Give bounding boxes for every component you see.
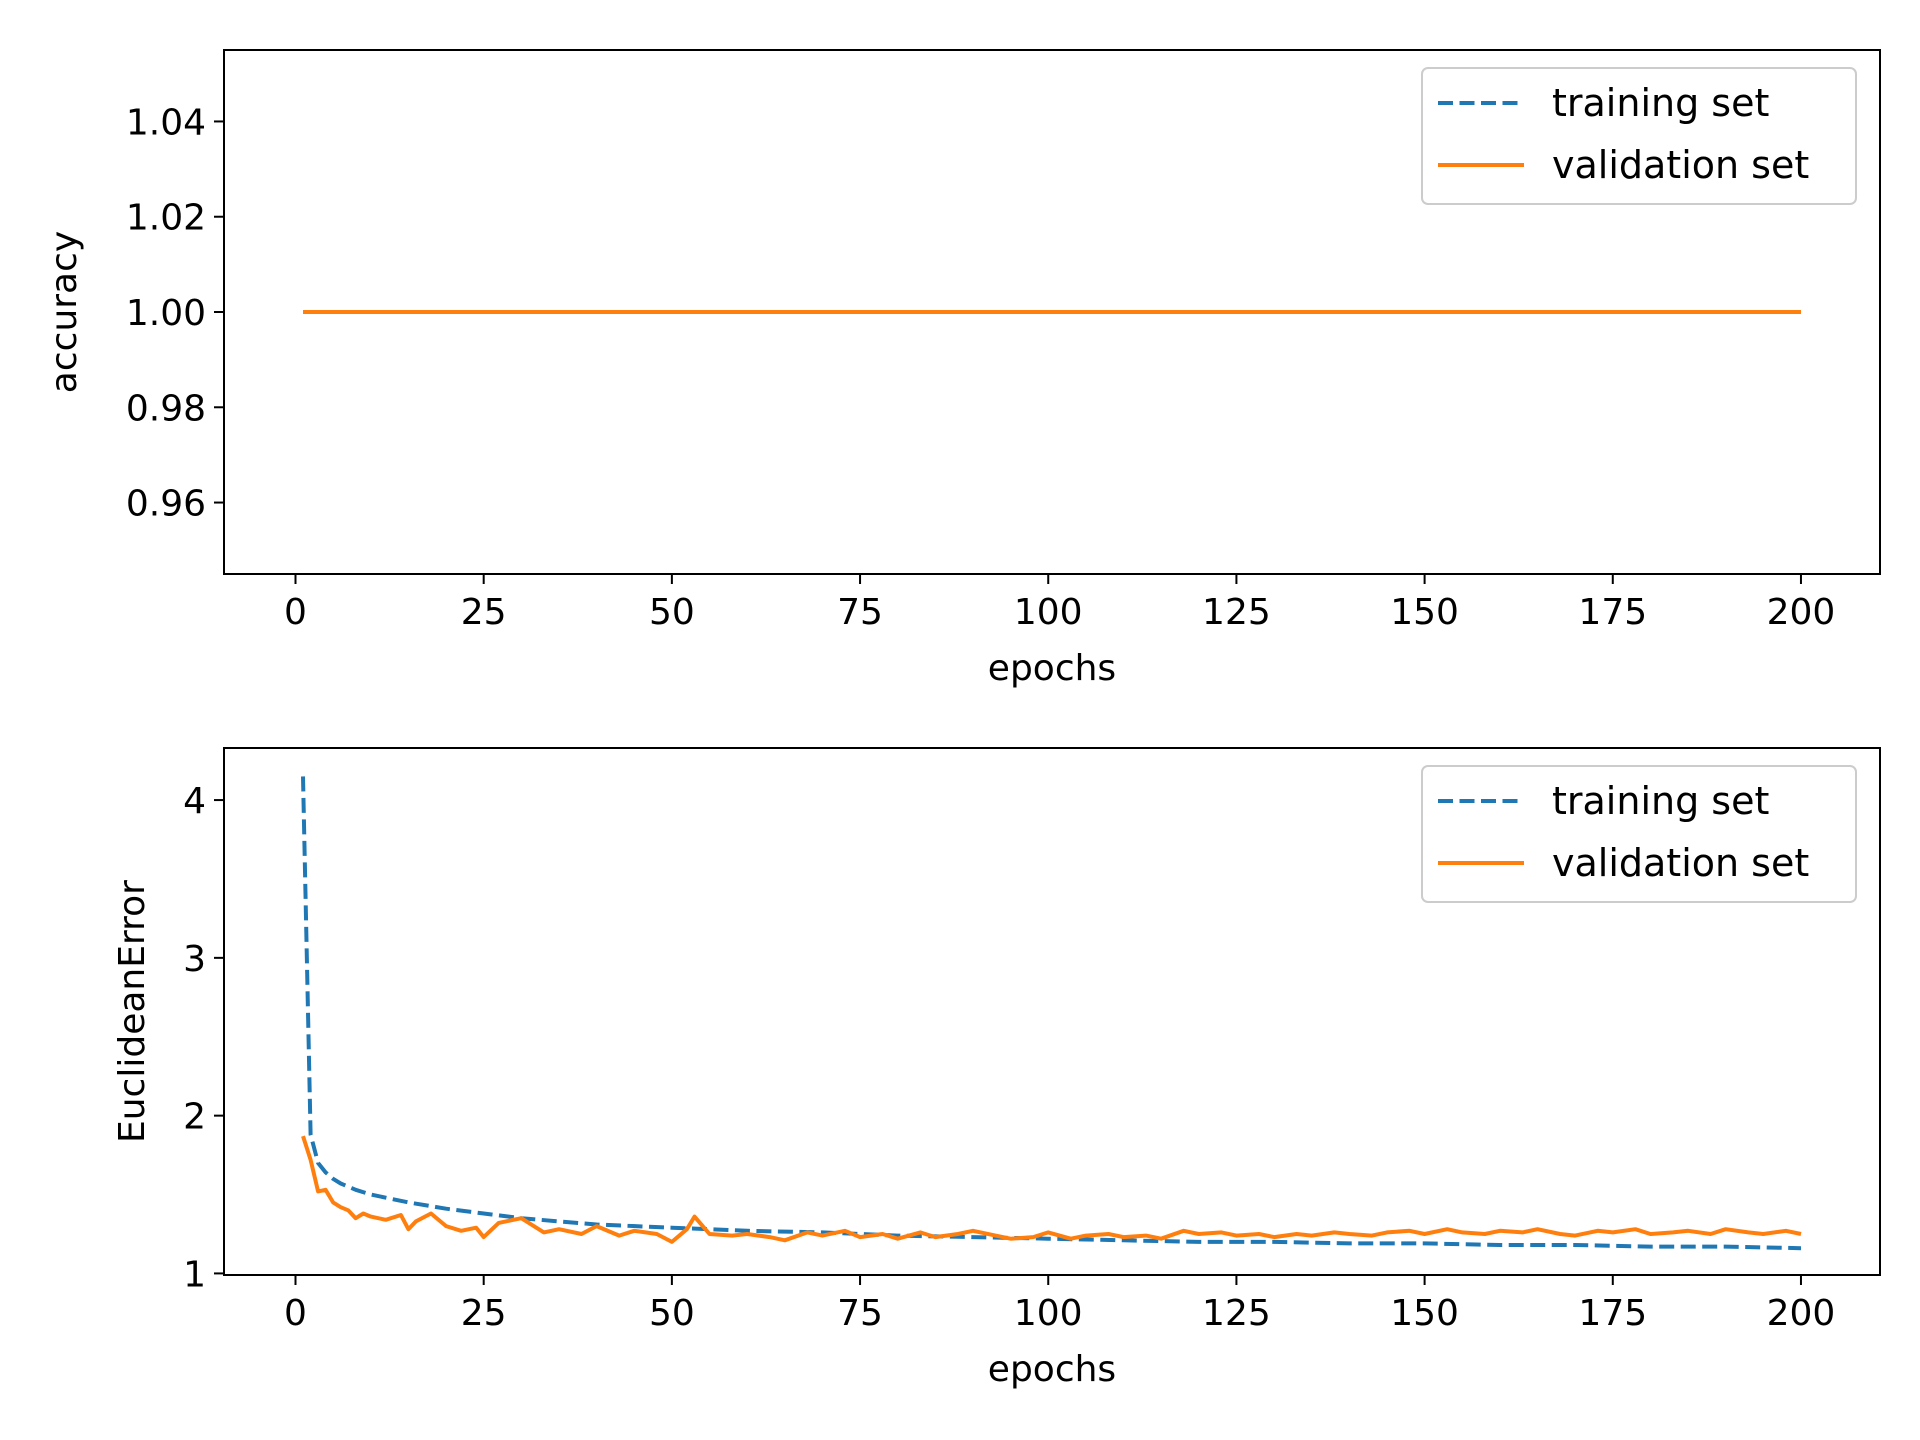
y-axis-label: EuclideanError — [112, 880, 153, 1143]
x-tick-label: 175 — [1578, 1293, 1647, 1334]
y-tick-label: 1.04 — [126, 102, 206, 143]
y-tick-label: 1.02 — [126, 198, 206, 239]
x-tick-label: 125 — [1202, 592, 1271, 633]
x-tick-label: 100 — [1014, 592, 1083, 633]
x-tick-label: 150 — [1390, 592, 1459, 633]
y-tick-label: 1 — [183, 1254, 206, 1295]
legend-label-training-set: training set — [1552, 81, 1769, 125]
axes-frame — [223, 747, 1881, 1276]
x-tick-label: 125 — [1202, 1293, 1271, 1334]
accuracy-subplot: 0 25 50 75 100 125 150 175 200 0.96 0.98 1.00 1.02 1.… — [44, 49, 1881, 689]
x-tick-label: 25 — [461, 1293, 507, 1334]
legend-label-training-set: training set — [1552, 779, 1769, 823]
series-line-training-set — [301, 776, 1802, 1251]
x-tick-label: 50 — [649, 592, 695, 633]
series-line-validation-set — [301, 1135, 1802, 1244]
x-tick-label: 200 — [1767, 1293, 1836, 1334]
legend-box — [1421, 765, 1857, 903]
legend-box — [1421, 67, 1857, 205]
x-tick-label: 100 — [1014, 1293, 1083, 1334]
legend-label-validation-set: validation set — [1552, 841, 1809, 885]
x-tick-label: 175 — [1578, 592, 1647, 633]
x-tick-label: 50 — [649, 1293, 695, 1334]
x-tick-label: 75 — [837, 592, 883, 633]
x-tick-label: 0 — [284, 592, 307, 633]
x-axis-label: epochs — [988, 648, 1116, 689]
y-tick-label: 1.00 — [126, 293, 206, 334]
x-tick-label: 150 — [1390, 1293, 1459, 1334]
y-tick-label: 3 — [183, 939, 206, 980]
x-tick-label: 75 — [837, 1293, 883, 1334]
legend-label-validation-set: validation set — [1552, 143, 1809, 187]
x-tick-label: 25 — [461, 592, 507, 633]
x-tick-label: 0 — [284, 1293, 307, 1334]
y-axis-label: accuracy — [44, 231, 85, 393]
x-axis-label: epochs — [988, 1349, 1116, 1390]
y-tick-label: 0.98 — [126, 388, 206, 429]
euclidean-error-subplot: 0 25 50 75 100 125 150 175 200 1 2 3 4 epochs Euclidea… — [112, 747, 1881, 1390]
x-tick-label: 200 — [1767, 592, 1836, 633]
y-tick-label: 2 — [183, 1097, 206, 1138]
y-tick-label: 0.96 — [126, 484, 206, 525]
y-tick-label: 4 — [183, 781, 206, 822]
